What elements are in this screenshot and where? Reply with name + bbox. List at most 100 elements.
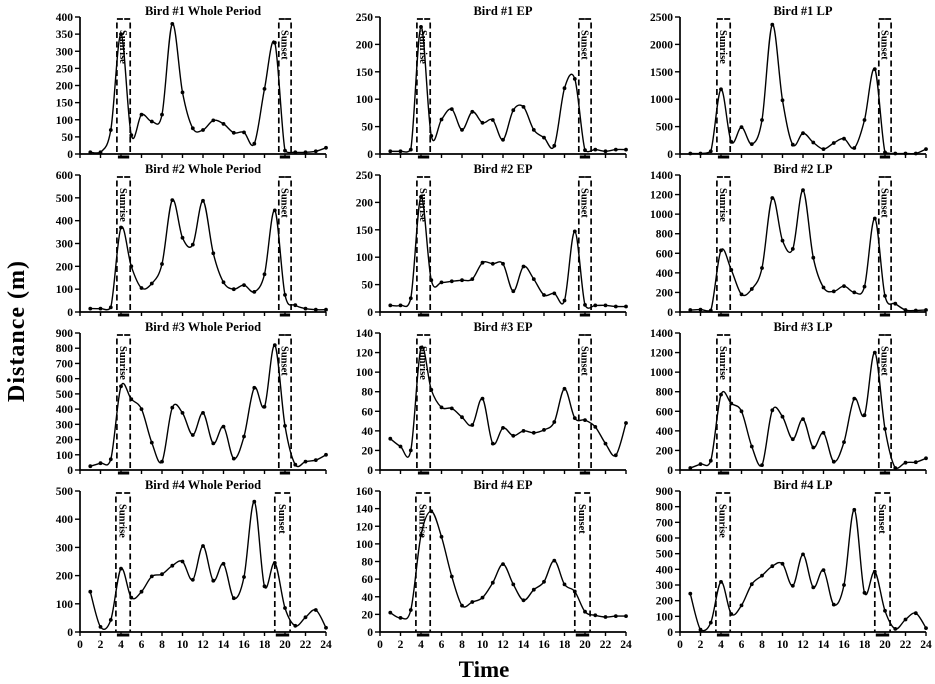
svg-text:12: 12 (797, 639, 809, 651)
svg-text:0: 0 (67, 149, 73, 161)
svg-text:140: 140 (356, 504, 374, 516)
svg-text:600: 600 (656, 533, 674, 545)
svg-text:0: 0 (367, 627, 373, 639)
chart-bird-1-whole-period-svg: 0 50 100 150 200 250 300 350 400 Sunrise Sunset Bir… (56, 4, 328, 161)
svg-text:22: 22 (300, 639, 312, 651)
svg-text:10: 10 (777, 639, 789, 651)
svg-text:60: 60 (362, 574, 374, 586)
svg-text:1400: 1400 (650, 170, 673, 182)
chart-bird-3-lp: 0 200 400 600 800 1000 1200 1400 Sunrise Sunset Bi… (634, 320, 934, 478)
svg-text:400: 400 (56, 12, 74, 24)
svg-text:Sunset: Sunset (879, 188, 890, 218)
x-axis-label: Time (458, 657, 510, 682)
svg-text:8: 8 (159, 639, 165, 651)
svg-text:0: 0 (367, 307, 373, 319)
svg-text:22: 22 (900, 639, 912, 651)
svg-text:250: 250 (56, 63, 74, 75)
svg-text:18: 18 (559, 639, 571, 651)
svg-text:500: 500 (656, 549, 674, 561)
svg-text:0: 0 (377, 639, 383, 651)
chart-bird-4-ep: 0 20 40 60 80 100 120 140 160 0 2 4 6 8 10 12 14 16 18 20 22… (334, 478, 634, 658)
svg-text:200: 200 (56, 261, 74, 273)
svg-text:1000: 1000 (650, 94, 673, 106)
svg-text:400: 400 (656, 426, 674, 438)
svg-text:Bird #3 Whole Period: Bird #3 Whole Period (145, 320, 261, 334)
svg-text:4: 4 (418, 639, 424, 651)
svg-text:40: 40 (362, 592, 374, 604)
svg-text:Bird #2 Whole Period: Bird #2 Whole Period (145, 162, 261, 176)
svg-text:Sunrise: Sunrise (717, 30, 728, 64)
svg-text:400: 400 (656, 564, 674, 576)
svg-text:24: 24 (920, 639, 932, 651)
svg-text:400: 400 (56, 216, 74, 228)
chart-bird-2-lp-svg: 0 200 400 600 800 1000 1200 1400 Sunrise Sunset Bi… (650, 162, 928, 319)
svg-text:140: 140 (356, 328, 374, 340)
svg-text:Sunrise: Sunrise (717, 504, 728, 538)
svg-text:600: 600 (656, 248, 674, 260)
y-axis-label: Distance (m) (3, 260, 30, 402)
svg-text:0: 0 (667, 307, 673, 319)
svg-text:8: 8 (459, 639, 465, 651)
svg-text:20: 20 (279, 639, 291, 651)
svg-text:18: 18 (259, 639, 271, 651)
svg-text:200: 200 (656, 287, 674, 299)
svg-text:4: 4 (118, 639, 124, 651)
svg-text:Sunrise: Sunrise (117, 30, 128, 64)
svg-text:60: 60 (362, 406, 374, 418)
svg-text:250: 250 (356, 170, 374, 182)
svg-text:200: 200 (56, 435, 74, 447)
svg-text:700: 700 (56, 358, 74, 370)
svg-text:500: 500 (656, 122, 674, 134)
svg-text:14: 14 (218, 639, 230, 651)
svg-text:100: 100 (56, 599, 74, 611)
svg-text:350: 350 (56, 29, 74, 41)
chart-bird-1-ep-svg: 0 50 100 150 200 250 Sunrise Sunset Bird #1 EP (356, 4, 628, 161)
svg-text:Sunrise: Sunrise (417, 504, 428, 538)
svg-text:100: 100 (56, 450, 74, 462)
svg-text:22: 22 (600, 639, 612, 651)
svg-text:6: 6 (739, 639, 745, 651)
svg-text:16: 16 (538, 639, 550, 651)
chart-bird-4-whole-period: 0 100 200 300 400 500 0 2 4 6 8 10 12 14 16 18 20 22 24 Sun… (34, 478, 334, 658)
svg-text:Bird #1 EP: Bird #1 EP (473, 4, 532, 18)
svg-text:20: 20 (579, 639, 591, 651)
svg-text:500: 500 (56, 193, 74, 205)
svg-text:Sunset: Sunset (876, 504, 887, 534)
svg-text:200: 200 (656, 596, 674, 608)
svg-text:2500: 2500 (650, 12, 673, 24)
chart-bird-2-whole-period-svg: 0 100 200 300 400 500 600 Sunrise Sunset Bird #2 … (56, 162, 328, 319)
svg-text:600: 600 (656, 406, 674, 418)
y-axis-label-cell: Distance (m) (0, 4, 34, 658)
chart-bird-2-lp: 0 200 400 600 800 1000 1200 1400 Sunrise Sunset Bi… (634, 162, 934, 320)
svg-text:1200: 1200 (650, 348, 673, 360)
chart-bird-2-ep: 0 50 100 150 200 250 Sunrise Sunset Bird #2 EP (334, 162, 634, 320)
svg-text:40: 40 (362, 426, 374, 438)
svg-text:100: 100 (56, 115, 74, 127)
svg-text:Sunrise: Sunrise (717, 346, 728, 380)
svg-text:400: 400 (656, 268, 674, 280)
svg-text:2000: 2000 (650, 39, 673, 51)
svg-text:Bird #4 LP: Bird #4 LP (773, 478, 832, 492)
svg-text:400: 400 (56, 404, 74, 416)
svg-text:Bird #3 LP: Bird #3 LP (773, 320, 832, 334)
svg-text:150: 150 (356, 225, 374, 237)
svg-text:4: 4 (718, 639, 724, 651)
svg-text:20: 20 (879, 639, 891, 651)
svg-text:14: 14 (518, 639, 530, 651)
svg-text:150: 150 (56, 98, 74, 110)
svg-text:600: 600 (56, 170, 74, 182)
svg-text:100: 100 (356, 539, 374, 551)
svg-text:Sunset: Sunset (576, 504, 587, 534)
svg-text:80: 80 (362, 557, 374, 569)
svg-text:Sunset: Sunset (579, 30, 590, 60)
chart-bird-1-lp: 0 500 1000 1500 2000 2500 Sunrise Sunset Bird #1… (634, 4, 934, 162)
svg-text:2: 2 (98, 639, 104, 651)
svg-text:Sunset: Sunset (279, 30, 290, 60)
svg-text:Sunset: Sunset (579, 346, 590, 376)
svg-text:500: 500 (56, 486, 74, 498)
svg-text:Sunrise: Sunrise (117, 346, 128, 380)
svg-text:0: 0 (77, 639, 83, 651)
